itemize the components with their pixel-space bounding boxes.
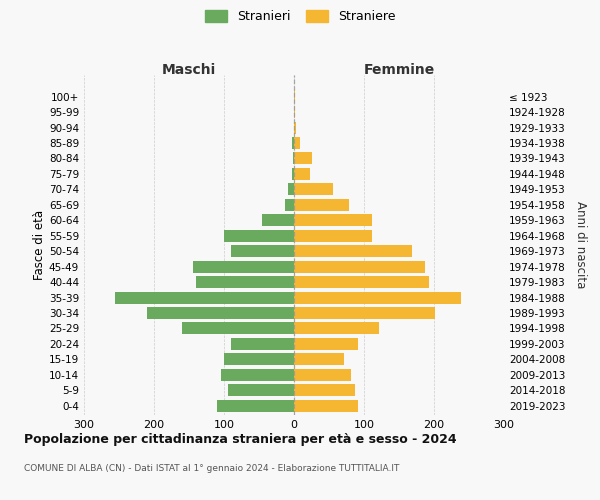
Bar <box>294 338 358 350</box>
Bar <box>231 245 294 257</box>
Bar <box>231 338 294 350</box>
Bar <box>294 354 344 366</box>
Bar <box>294 184 332 196</box>
Text: Maschi: Maschi <box>162 62 216 76</box>
Bar <box>227 384 294 396</box>
Bar <box>294 137 301 149</box>
Bar <box>294 292 461 304</box>
Text: COMUNE DI ALBA (CN) - Dati ISTAT al 1° gennaio 2024 - Elaborazione TUTTITALIA.IT: COMUNE DI ALBA (CN) - Dati ISTAT al 1° g… <box>24 464 400 473</box>
Bar <box>115 292 294 304</box>
Bar <box>294 122 296 134</box>
Bar <box>193 260 294 272</box>
Bar <box>262 214 294 226</box>
Bar <box>294 168 310 180</box>
Bar <box>224 230 294 242</box>
Bar <box>294 400 358 412</box>
Bar <box>147 307 294 319</box>
Text: Femmine: Femmine <box>364 62 434 76</box>
Bar <box>294 322 379 334</box>
Bar <box>217 400 294 412</box>
Bar <box>294 369 352 381</box>
Bar <box>294 214 373 226</box>
Bar <box>292 168 294 180</box>
Y-axis label: Anni di nascita: Anni di nascita <box>574 202 587 288</box>
Bar <box>294 106 295 118</box>
Bar <box>294 276 429 288</box>
Bar <box>221 369 294 381</box>
Bar <box>289 184 294 196</box>
Bar <box>182 322 294 334</box>
Bar <box>294 307 436 319</box>
Bar <box>196 276 294 288</box>
Bar <box>294 152 312 164</box>
Text: Popolazione per cittadinanza straniera per età e sesso - 2024: Popolazione per cittadinanza straniera p… <box>24 432 457 446</box>
Bar <box>293 152 294 164</box>
Bar <box>294 384 355 396</box>
Y-axis label: Fasce di età: Fasce di età <box>33 210 46 280</box>
Bar <box>294 260 425 272</box>
Bar <box>294 199 349 211</box>
Legend: Stranieri, Straniere: Stranieri, Straniere <box>201 6 399 27</box>
Bar <box>294 230 373 242</box>
Bar <box>294 90 295 102</box>
Bar <box>224 354 294 366</box>
Bar <box>294 245 412 257</box>
Bar <box>285 199 294 211</box>
Bar <box>292 137 294 149</box>
